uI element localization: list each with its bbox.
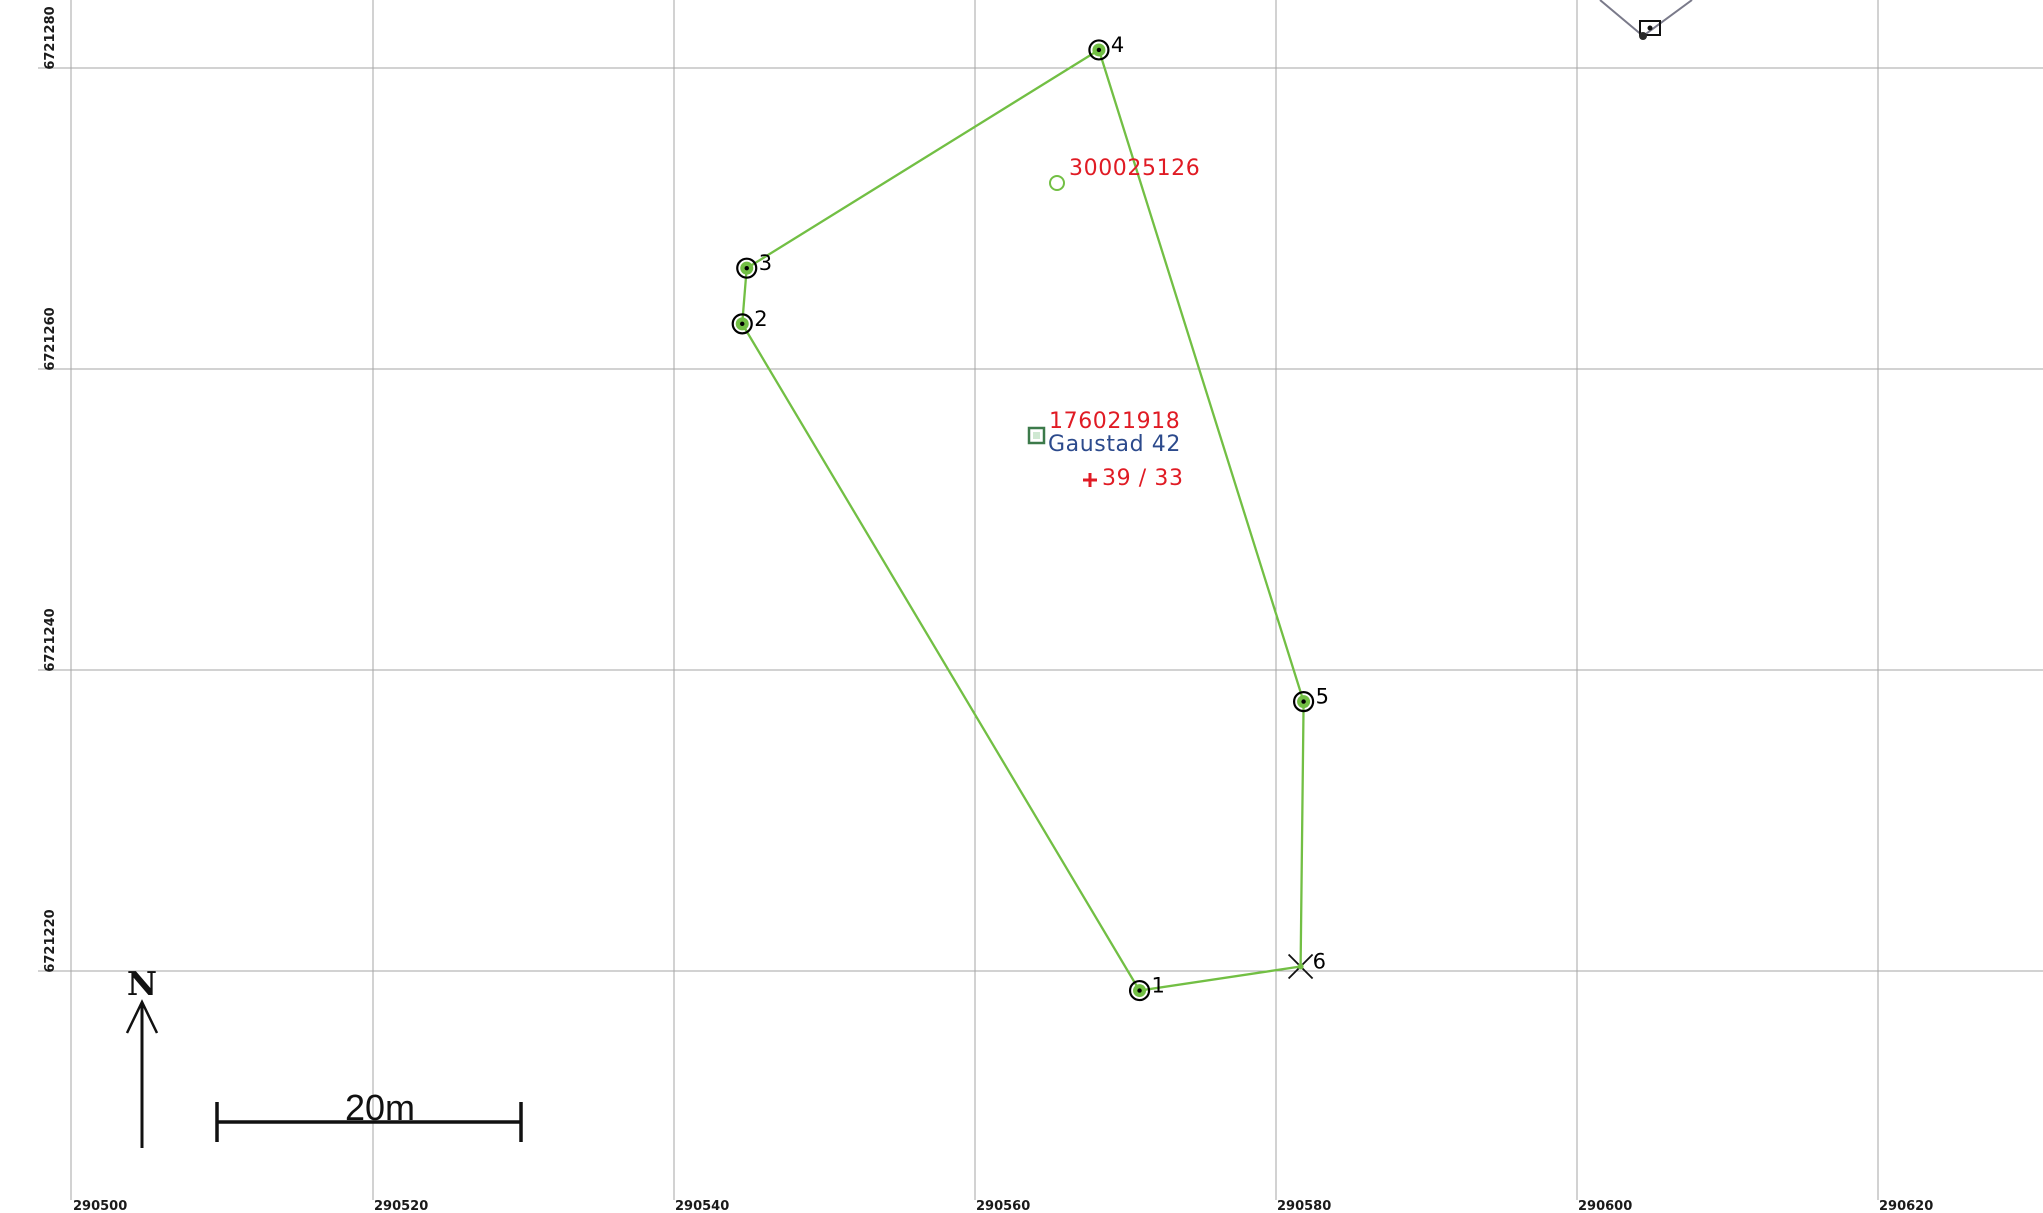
parcel-number-feature[interactable]: 39 / 33	[1083, 466, 1184, 491]
building-id-label: 176021918	[1049, 409, 1180, 434]
coordinate-grid	[38, 0, 2043, 1200]
survey-point-icon	[1128, 979, 1151, 1002]
survey-point-icon	[1088, 39, 1110, 61]
boundary-point-label: 1	[1152, 974, 1165, 998]
neighbour-parcel-fragment	[1599, 0, 1693, 40]
x-axis-label: 290540	[675, 1199, 729, 1213]
boundary-point-3[interactable]: 3	[736, 251, 772, 279]
building-feature[interactable]: 176021918 Gaustad 42	[1027, 409, 1181, 457]
point-id-label: 300025126	[1069, 156, 1200, 181]
x-axis-label: 290500	[73, 1199, 127, 1213]
plus-icon	[1083, 473, 1097, 487]
cross-marker-icon	[1287, 953, 1314, 980]
survey-point-icon	[731, 313, 753, 335]
boundary-point-5[interactable]: 5	[1292, 685, 1329, 713]
survey-point-icon	[1292, 691, 1315, 713]
parcel-boundary[interactable]	[741, 48, 1305, 992]
boundary-point-6[interactable]: 6	[1287, 949, 1326, 980]
x-axis-label: 290560	[976, 1199, 1030, 1213]
north-letter: N	[127, 964, 157, 1003]
x-axis-label: 290620	[1879, 1199, 1933, 1213]
boundary-point-label: 2	[754, 307, 767, 331]
x-axis-label: 290580	[1277, 1199, 1331, 1213]
boundary-point-label: 6	[1313, 949, 1326, 973]
x-axis-labels: 290500 290520 290540 290560 290580 29060…	[73, 1199, 1933, 1213]
scale-bar: 20m	[215, 1087, 523, 1142]
parcel-number-label: 39 / 33	[1102, 466, 1184, 491]
boundary-point-1[interactable]: 1	[1128, 974, 1165, 1002]
boundary-point-label: 5	[1316, 685, 1329, 709]
neighbour-building-icon	[1639, 20, 1661, 36]
survey-point-icon	[736, 257, 758, 279]
boundary-point-label: 4	[1111, 33, 1124, 57]
y-axis-label: 6721260	[43, 307, 58, 370]
scale-bar-label: 20m	[345, 1087, 415, 1128]
x-axis-label: 290600	[1578, 1199, 1632, 1213]
y-axis-labels: 6721280 6721260 6721240 6721220	[43, 6, 58, 972]
point-feature-300025126[interactable]: 300025126	[1049, 156, 1200, 191]
boundary-point-label: 3	[759, 251, 772, 275]
y-axis-label: 6721240	[43, 608, 58, 671]
boundary-point-4[interactable]: 4	[1088, 33, 1124, 61]
address-label: Gaustad 42	[1048, 432, 1181, 457]
y-axis-label: 6721280	[43, 6, 58, 69]
boundary-point-2[interactable]: 2	[731, 307, 768, 335]
boundary-markers: 1 2 3 4 5 6	[731, 33, 1329, 1002]
north-arrow: N	[125, 964, 159, 1148]
north-arrow-icon	[125, 999, 159, 1148]
x-axis-label: 290520	[374, 1199, 428, 1213]
point-symbol-icon	[1049, 175, 1065, 191]
y-axis-label: 6721220	[43, 909, 58, 972]
